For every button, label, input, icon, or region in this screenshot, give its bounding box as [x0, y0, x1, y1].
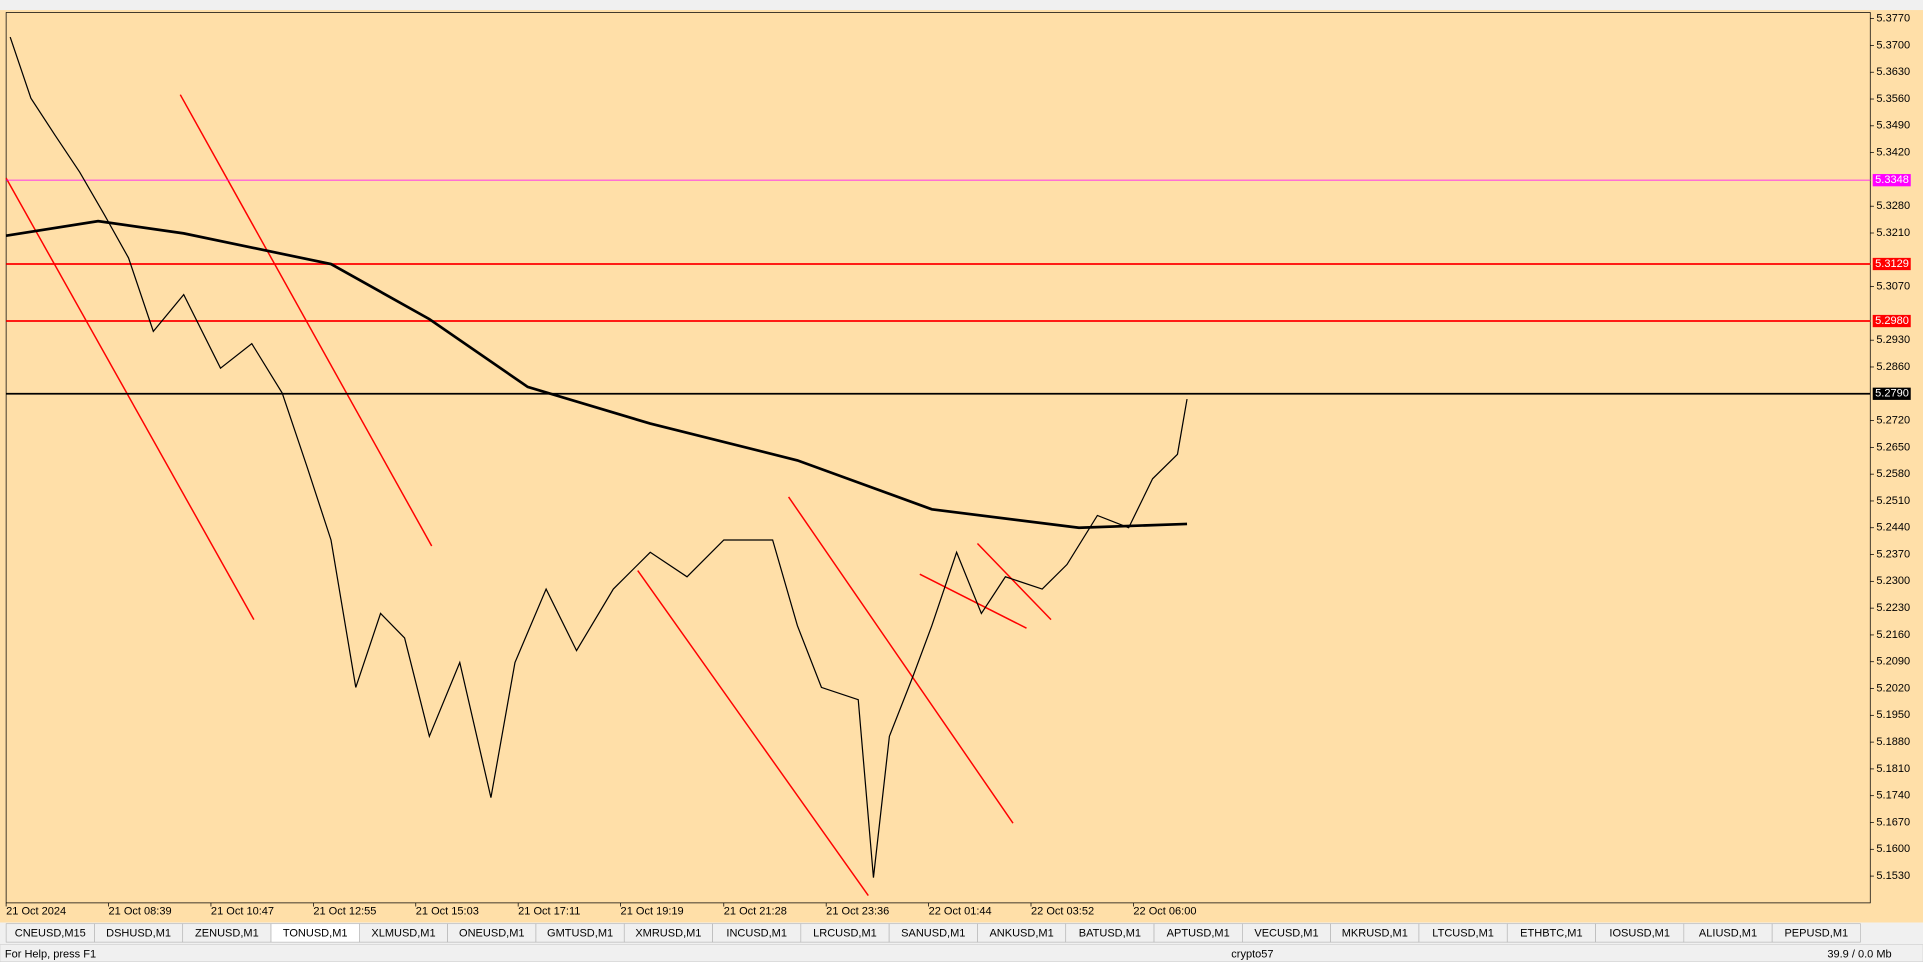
- tab[interactable]: [1771, 923, 1861, 943]
- tab-label[interactable]: LTCUSD,M1: [1432, 927, 1494, 939]
- tab-label[interactable]: MKRUSD,M1: [1342, 927, 1408, 939]
- tab-label[interactable]: XLMUSD,M1: [371, 927, 435, 939]
- y-tick-label: 5.1670: [1876, 816, 1910, 828]
- status-bar: [0, 944, 1923, 962]
- tab-label[interactable]: CNEUSD,M15: [15, 927, 86, 939]
- x-tick-label: 22 Oct 06:00: [1133, 905, 1196, 917]
- plot: 5.3770 5.3700 5.3630 5.3560 5.3490 5.3420 5.32…: [5, 13, 1911, 917]
- y-tick-label: 5.2020: [1876, 682, 1910, 694]
- y-tick-label: 5.2160: [1876, 629, 1910, 641]
- y-tick-label: 5.2930: [1876, 334, 1910, 346]
- y-tick-label: 5.1530: [1876, 870, 1910, 882]
- y-tick-label: 5.3420: [1876, 147, 1910, 159]
- y-tick-label: 5.1740: [1876, 790, 1910, 802]
- y-tick-label: 5.2300: [1876, 575, 1910, 587]
- status-profile: crypto57: [1231, 948, 1273, 960]
- tabs: CNEUSD,M15 DSHUSD,M1 ZENUSD,M1 TONUSD,M1 XLM…: [5, 923, 1861, 943]
- y-tick-label: 5.3630: [1876, 66, 1910, 78]
- status-help: For Help, press F1: [5, 948, 96, 960]
- price-level-tag: [1872, 314, 1911, 328]
- tab-label[interactable]: BATUSD,M1: [1079, 927, 1141, 939]
- chart-background: [0, 10, 1923, 923]
- x-tick-label: 21 Oct 2024: [6, 905, 66, 917]
- trend-line: [976, 543, 1052, 621]
- tab-label[interactable]: TONUSD,M1: [283, 927, 348, 939]
- x-tick-label: 21 Oct 21:28: [724, 905, 787, 917]
- tab-label[interactable]: LRCUSD,M1: [813, 927, 877, 939]
- tab-label[interactable]: SANUSD,M1: [901, 927, 965, 939]
- tab-label[interactable]: VECUSD,M1: [1254, 927, 1318, 939]
- tab-label[interactable]: GMTUSD,M1: [547, 927, 613, 939]
- price-level-tag: [1872, 387, 1911, 400]
- price-line: [9, 36, 1188, 878]
- x-tick-label: 21 Oct 19:19: [621, 905, 684, 917]
- tab-label[interactable]: XMRUSD,M1: [635, 927, 701, 939]
- x-tick-label: 21 Oct 17:11: [518, 905, 580, 917]
- x-tick-label: 21 Oct 15:03: [416, 905, 479, 917]
- y-tick-label: 5.3210: [1876, 227, 1910, 239]
- price-level-label: 5.2790: [1875, 388, 1909, 400]
- x-tick-label: 22 Oct 03:52: [1031, 905, 1094, 917]
- y-tick-label: 5.3770: [1876, 13, 1910, 25]
- y-tick-label: 5.3280: [1876, 200, 1910, 212]
- y-tick-label: 5.2370: [1876, 548, 1910, 560]
- tab-label[interactable]: ANKUSD,M1: [989, 927, 1053, 939]
- status-traffic: 39.9 / 0.0 Mb: [1827, 948, 1891, 960]
- y-tick-label: 5.1880: [1876, 736, 1910, 748]
- y-tick-label: 5.1600: [1876, 843, 1910, 855]
- price-level-tag: [1872, 257, 1911, 271]
- y-tick-label: 5.2720: [1876, 414, 1910, 426]
- toolbar: [0, 0, 1923, 11]
- tab-label[interactable]: PEPUSD,M1: [1784, 927, 1848, 939]
- y-tick-label: 5.3560: [1876, 93, 1910, 105]
- y-tick-label: 5.1810: [1876, 763, 1910, 775]
- y-tick-label: 5.2650: [1876, 441, 1910, 453]
- plot-frame: [5, 12, 1871, 904]
- y-tick-label: 5.2230: [1876, 602, 1910, 614]
- tab-label[interactable]: ETHBTC,M1: [1520, 927, 1582, 939]
- y-tick-label: 5.2510: [1876, 495, 1910, 507]
- price-level-label: 5.3129: [1875, 258, 1909, 270]
- tab-label[interactable]: ZENUSD,M1: [195, 927, 259, 939]
- trend-lines: [5, 94, 1052, 896]
- trend-line: [919, 573, 1027, 629]
- tab-label[interactable]: IOSUSD,M1: [1609, 927, 1670, 939]
- y-tick-label: 5.2440: [1876, 522, 1910, 534]
- y-tick-label: 5.2860: [1876, 361, 1910, 373]
- y-tick-label: 5.1950: [1876, 709, 1910, 721]
- x-tick-label: 21 Oct 10:47: [211, 905, 274, 917]
- price-line: [5, 219, 1188, 530]
- trend-line: [5, 177, 255, 620]
- y-tick-label: 5.3490: [1876, 120, 1910, 132]
- tab-label[interactable]: ONEUSD,M1: [459, 927, 524, 939]
- tab-label[interactable]: DSHUSD,M1: [106, 927, 171, 939]
- trend-line: [787, 496, 1014, 824]
- tab-label[interactable]: APTUSD,M1: [1167, 927, 1230, 939]
- trend-line: [637, 570, 869, 896]
- price-level-label: 5.2980: [1875, 315, 1909, 327]
- tab-label[interactable]: INCUSD,M1: [726, 927, 787, 939]
- tab-label[interactable]: ALIUSD,M1: [1699, 927, 1757, 939]
- price-level-tag: [1872, 174, 1911, 187]
- x-tick-label: 22 Oct 01:44: [929, 905, 992, 917]
- price-level-label: 5.3348: [1875, 174, 1909, 186]
- x-tick-label: 21 Oct 23:36: [826, 905, 889, 917]
- y-tick-label: 5.3700: [1876, 39, 1910, 51]
- x-tick-label: 21 Oct 08:39: [109, 905, 172, 917]
- y-tick-label: 5.2090: [1876, 656, 1910, 668]
- x-tick-label: 21 Oct 12:55: [313, 905, 376, 917]
- y-tick-label: 5.3070: [1876, 280, 1910, 292]
- y-tick-label: 5.2580: [1876, 468, 1910, 480]
